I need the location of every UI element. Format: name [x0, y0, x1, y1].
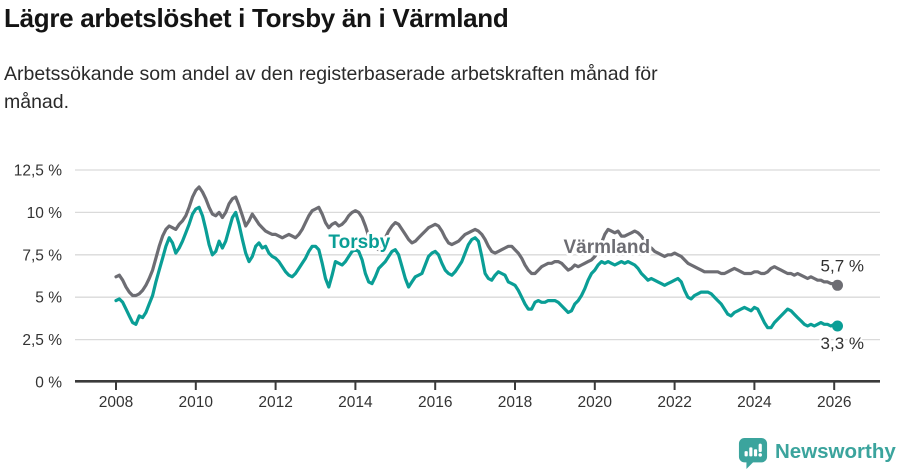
x-axis: 2008 2010 2012 2014 2016 2018 2020 2022 2024 2026	[75, 379, 880, 411]
x-tick-label: 2012	[258, 394, 292, 411]
x-tick-label: 2024	[737, 394, 772, 411]
x-tick-label: 2010	[179, 394, 214, 411]
end-value-label-varmland: 5,7 %	[821, 256, 864, 275]
x-tick-label: 2026	[817, 394, 851, 411]
x-tick-label: 2008	[99, 394, 133, 411]
annotation-layer: Torsby 3,3 % Värmland 5,7 %	[326, 230, 866, 355]
y-tick-label: 7,5 %	[22, 247, 62, 264]
series-line-torsby	[114, 205, 840, 330]
series-label-torsby: Torsby	[328, 232, 390, 253]
x-tick-label: 2014	[338, 394, 373, 411]
series-label-varmland: Värmland	[563, 237, 650, 258]
series-line-varmland	[114, 185, 840, 298]
series-layer	[114, 185, 840, 330]
x-tick-label: 2022	[657, 394, 691, 411]
grid-layer: 0 % 2,5 % 5 % 7,5 % 10 % 12,5 %	[14, 163, 880, 392]
y-tick-label: 10 %	[27, 205, 63, 222]
end-dot-varmland	[832, 279, 843, 291]
newsworthy-logo: Newsworthy	[738, 437, 896, 471]
x-tick-label: 2018	[498, 394, 532, 411]
x-tick-label: 2016	[418, 394, 452, 411]
end-value-label-torsby: 3,3 %	[821, 334, 864, 353]
y-tick-label: 5 %	[35, 290, 62, 307]
end-dot-torsby	[832, 320, 843, 332]
newsworthy-icon	[738, 438, 768, 469]
x-tick-label: 2020	[578, 394, 613, 411]
y-tick-label: 2,5 %	[22, 332, 62, 349]
newsworthy-brand: Newsworthy	[775, 440, 896, 463]
y-tick-label: 12,5 %	[14, 163, 62, 180]
chart-subtitle: Arbetssökande som andel av den registerb…	[4, 63, 658, 113]
page-title: Lägre arbetslöshet i Torsby än i Värmlan…	[4, 3, 509, 33]
y-tick-label: 0 %	[35, 375, 62, 392]
